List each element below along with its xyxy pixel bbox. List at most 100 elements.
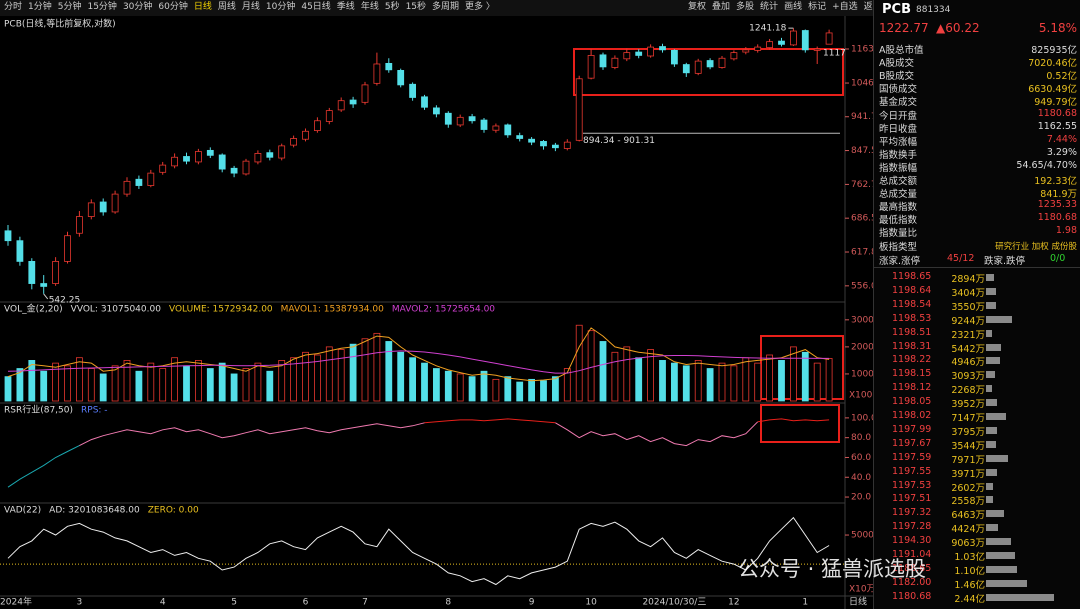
y-tick-label: 80.0 <box>851 433 871 443</box>
candle-body <box>456 116 464 126</box>
volume-bar <box>813 362 821 402</box>
period-button[interactable]: 30分钟 <box>122 2 153 12</box>
volume-bar <box>230 373 238 402</box>
stat-value: 825935亿 <box>1031 45 1077 56</box>
divider <box>874 267 1080 268</box>
volume-bar <box>52 362 59 402</box>
trade-volume: 2894万 <box>951 274 985 285</box>
volume-bar <box>302 351 309 402</box>
panel-title: VOL_金(2,20) <box>4 303 63 315</box>
candle-body <box>64 235 71 262</box>
period-button[interactable]: 季线 <box>336 2 355 12</box>
indicator-line <box>424 418 830 424</box>
trade-volume: 4946万 <box>951 357 985 369</box>
indicator-line <box>7 445 80 488</box>
stat-label: 指数振幅 <box>879 162 918 174</box>
y-tick-label: 20.0 <box>851 493 871 503</box>
volume-bar <box>754 362 762 402</box>
volume-bar <box>432 368 440 402</box>
trade-volume: 3093万 <box>951 371 985 383</box>
volume-bar <box>790 346 797 402</box>
period-button[interactable]: 日线 <box>193 2 212 12</box>
tool-button[interactable]: 多股 <box>736 2 755 12</box>
trade-price: 1191.04 <box>892 549 932 560</box>
period-button[interactable]: 多周期 <box>432 2 460 12</box>
period-button[interactable]: 月线 <box>241 2 260 12</box>
period-button[interactable]: 1分钟 <box>28 2 52 12</box>
tool-button[interactable]: 标记 <box>808 2 827 12</box>
candle-body <box>766 41 773 49</box>
period-button[interactable]: 60分钟 <box>158 2 188 12</box>
period-button[interactable]: 45日线 <box>301 2 331 12</box>
period-button[interactable]: 10分钟 <box>265 2 296 12</box>
trade-volume-bar <box>986 357 1000 365</box>
trade-volume: 1.46亿 <box>954 579 985 591</box>
stat-value: 841.9万 <box>1040 189 1077 201</box>
x-tick-label: 5 <box>231 598 237 608</box>
trade-volume: 3550万 <box>951 301 985 313</box>
period-toolbar: 分时 1分钟 5分钟 15分钟 30分钟 60分钟 日线 周线 月线 10分钟 45日线 季线 年线 5秒… <box>4 0 495 15</box>
volume-bar <box>540 380 547 402</box>
y-tick-label: 941.7 <box>851 112 873 122</box>
volume-bar <box>742 357 750 402</box>
x-tick-label: 6 <box>303 598 309 608</box>
candle-body <box>790 30 797 46</box>
candle-body <box>694 60 702 74</box>
highlight-box <box>573 48 844 96</box>
volume-bar <box>194 360 202 402</box>
period-button[interactable]: 周线 <box>217 2 236 12</box>
trade-price: 1197.53 <box>892 479 932 491</box>
period-button[interactable]: 更多 〉 <box>465 2 495 12</box>
volume-bar <box>349 343 357 402</box>
x-tick-label: 12 <box>728 598 739 608</box>
volume-bar <box>397 351 405 402</box>
trade-price: 1197.99 <box>892 423 932 435</box>
trade-volume-bar <box>986 343 1002 351</box>
tool-button[interactable]: 叠加 <box>712 2 731 12</box>
low-label: 542.25 <box>49 295 80 305</box>
stat-value: 1235.33 <box>1037 199 1077 211</box>
candle-body <box>337 100 345 111</box>
period-button[interactable]: 5秒 <box>384 2 400 12</box>
volume-bar <box>266 370 274 402</box>
candle-body <box>468 116 476 122</box>
x-tick-label: 1 <box>802 598 808 608</box>
candle-body <box>718 57 726 68</box>
trade-price: 1198.15 <box>892 368 932 380</box>
period-button[interactable]: 15秒 <box>405 2 427 12</box>
trade-volume: 2558万 <box>951 496 985 508</box>
tool-button[interactable]: 返回 <box>864 0 882 15</box>
trade-volume-bar <box>986 329 993 337</box>
volume-bar <box>444 370 452 402</box>
volume-bar <box>147 362 155 402</box>
volume-bar <box>635 357 643 402</box>
tool-button[interactable]: 复权 <box>688 2 707 12</box>
period-button[interactable]: 15分钟 <box>87 2 117 12</box>
y-tick-label: 50000 <box>851 531 873 541</box>
y-tick-label: 40.0 <box>851 473 871 483</box>
support-label: 894.34 - 901.31 <box>583 136 655 146</box>
stat-label: 昨日收盘 <box>879 123 918 135</box>
period-button[interactable]: 分时 <box>4 2 23 12</box>
trade-price: 1198.31 <box>892 340 932 352</box>
stat-label: 国债成交 <box>879 84 918 96</box>
volume-bar <box>587 330 595 402</box>
quote-panel: PCB 881334 1222.77 ▲60.22 5.18% A股总市值 825935亿 A… <box>873 0 1080 609</box>
trade-volume: 7147万 <box>951 413 985 424</box>
tool-button[interactable]: 画线 <box>784 2 803 12</box>
chart: 1241.18 542.25 894.34 - 901.31 1117 PCB(日线,等… <box>0 0 873 609</box>
trade-price: 1194.30 <box>892 535 932 547</box>
candle-body <box>183 156 190 162</box>
tool-button[interactable]: +自选 <box>832 2 858 12</box>
period-button[interactable]: 年线 <box>360 2 379 12</box>
volume-bar <box>599 341 607 402</box>
tool-button[interactable]: 统计 <box>760 2 779 12</box>
candle-body <box>516 135 524 139</box>
trade-price: 1197.32 <box>892 507 932 519</box>
candle-body <box>16 240 24 262</box>
breadth-cell: 涨家.涨停 <box>879 256 921 267</box>
candle-body <box>206 149 214 156</box>
volume-bar <box>766 354 773 402</box>
period-button[interactable]: 5分钟 <box>57 2 82 12</box>
axis-unit: X10000 <box>849 391 873 401</box>
